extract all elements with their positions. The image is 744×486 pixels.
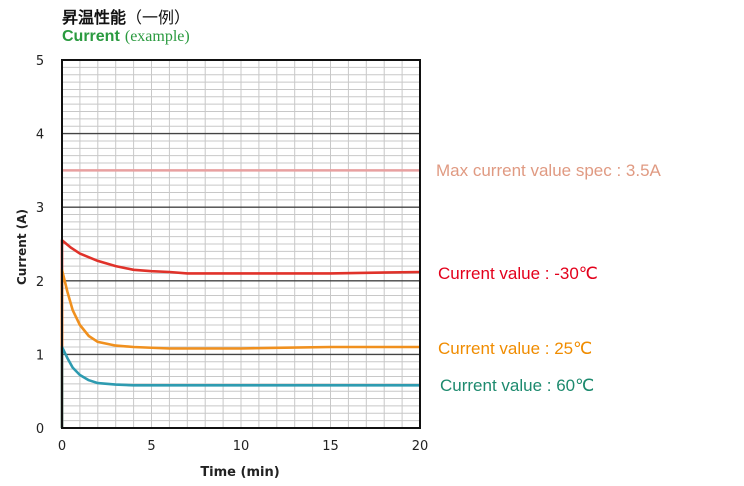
y-tick-label: 2 [36, 275, 44, 290]
series-line-25 [60, 268, 420, 428]
plot-frame [61, 59, 421, 429]
y-tick-label: 0 [36, 422, 44, 437]
y-tick-label: 5 [36, 54, 44, 69]
series-line-minus30 [60, 239, 421, 428]
plot-frame-group [61, 59, 421, 429]
annotation-current-25: Current value : 25℃ [438, 339, 593, 358]
chart-title-text: 昇温性能 [62, 8, 127, 27]
chart-title: 昇温性能（一例） [62, 4, 190, 28]
series-group [60, 239, 421, 428]
x-tick-label: 10 [233, 439, 250, 454]
annotation-current-60: Current value : 60℃ [440, 376, 595, 395]
chart-subtitle-main: Current [62, 28, 120, 45]
chart-title-note: （一例） [126, 8, 191, 27]
x-tick-label: 20 [412, 439, 429, 454]
y-tick-label: 3 [36, 201, 44, 216]
y-tick-label: 4 [36, 128, 44, 143]
y-tick-label: 1 [36, 348, 44, 363]
chart-subtitle-note: (example) [124, 28, 190, 45]
chart-grid [62, 60, 420, 428]
tick-labels-group: 0 5 10 15 20 0 1 2 3 4 5 [36, 54, 428, 454]
x-tick-label: 5 [147, 439, 155, 454]
x-tick-label: 15 [322, 439, 339, 454]
chart-subtitle: Current (example) [62, 26, 190, 46]
y-axis-label: Current (A) [15, 209, 29, 285]
annotation-max-current: Max current value spec : 3.5A [436, 161, 661, 180]
x-axis-label: Time (min) [200, 465, 279, 480]
annotation-current-minus30: Current value : -30℃ [438, 264, 598, 283]
x-tick-label: 0 [58, 439, 66, 454]
series-line-60 [60, 345, 420, 428]
